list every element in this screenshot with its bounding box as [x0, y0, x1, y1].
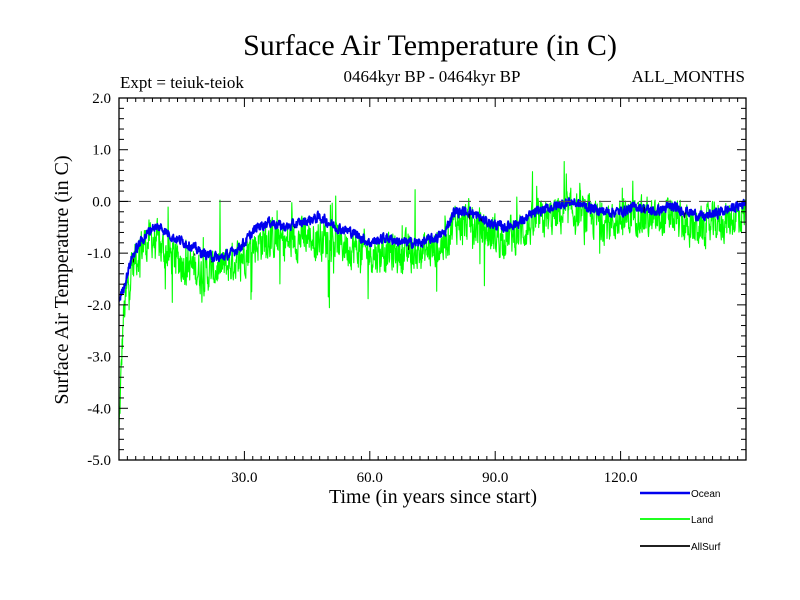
y-tick-label: -4.0 — [87, 401, 111, 417]
y-tick-label: 0.0 — [92, 194, 111, 210]
y-tick-label: 2.0 — [92, 91, 111, 107]
x-tick-label: 90.0 — [482, 470, 508, 486]
plot-frame — [118, 97, 747, 461]
y-tick-label: 1.0 — [92, 143, 111, 159]
legend: Ocean Land AllSurf — [640, 489, 721, 553]
period-label: 0464kyr BP - 0464kyr BP — [344, 67, 521, 86]
y-axis-label: Surface Air Temperature (in C) — [51, 155, 73, 404]
plot-area: 30.0 60.0 90.0 120.0 -5.0 -4.0 -3.0 -2.0 -1.0 0.0… — [87, 91, 747, 486]
x-tick-label: 60.0 — [357, 470, 383, 486]
y-tick-label: -3.0 — [87, 350, 111, 366]
chart-title: Surface Air Temperature (in C) — [243, 29, 617, 62]
x-axis-label: Time (in years since start) — [329, 486, 537, 508]
legend-label-ocean: Ocean — [691, 489, 720, 500]
y-tick-label: -1.0 — [87, 246, 111, 262]
months-label: ALL_MONTHS — [632, 67, 745, 86]
x-tick-label: 30.0 — [231, 470, 257, 486]
x-tick-label: 120.0 — [604, 470, 638, 486]
series-line-ocean — [119, 197, 746, 302]
y-tick-label: -5.0 — [87, 453, 111, 469]
legend-label-allsurf: AllSurf — [691, 542, 721, 553]
experiment-label: Expt = teiuk-teiok — [120, 73, 244, 92]
legend-label-land: Land — [691, 515, 713, 526]
series-line-land — [119, 160, 746, 429]
y-tick-label: -2.0 — [87, 298, 111, 314]
